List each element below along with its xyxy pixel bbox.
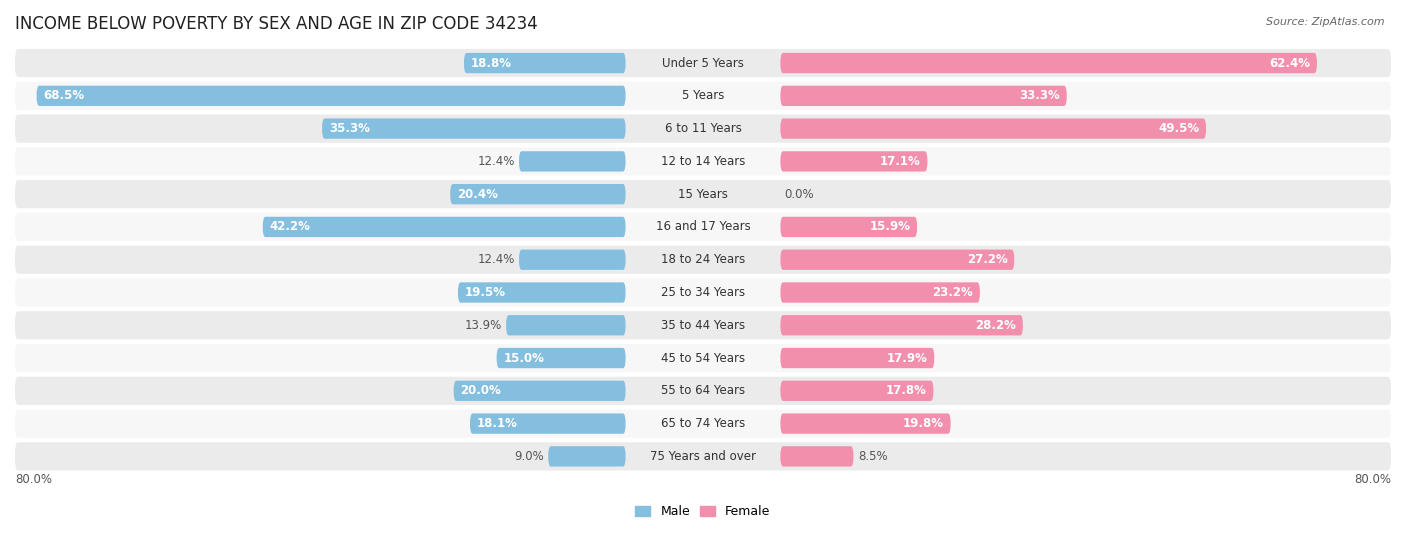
Text: 65 to 74 Years: 65 to 74 Years — [661, 417, 745, 430]
FancyBboxPatch shape — [454, 381, 626, 401]
Text: 12.4%: 12.4% — [477, 155, 515, 168]
FancyBboxPatch shape — [780, 53, 1317, 73]
FancyBboxPatch shape — [15, 82, 1391, 110]
FancyBboxPatch shape — [15, 442, 1391, 471]
Text: 35 to 44 Years: 35 to 44 Years — [661, 319, 745, 332]
FancyBboxPatch shape — [15, 278, 1391, 306]
Text: 17.8%: 17.8% — [886, 385, 927, 397]
Text: 15 Years: 15 Years — [678, 188, 728, 201]
Text: INCOME BELOW POVERTY BY SEX AND AGE IN ZIP CODE 34234: INCOME BELOW POVERTY BY SEX AND AGE IN Z… — [15, 15, 538, 33]
FancyBboxPatch shape — [15, 115, 1391, 143]
FancyBboxPatch shape — [519, 249, 626, 270]
Text: 17.1%: 17.1% — [880, 155, 921, 168]
Text: 18.1%: 18.1% — [477, 417, 517, 430]
FancyBboxPatch shape — [780, 249, 1014, 270]
FancyBboxPatch shape — [780, 381, 934, 401]
FancyBboxPatch shape — [458, 282, 626, 302]
FancyBboxPatch shape — [780, 217, 917, 237]
Text: 80.0%: 80.0% — [15, 473, 52, 486]
Text: Under 5 Years: Under 5 Years — [662, 56, 744, 69]
Text: 12.4%: 12.4% — [477, 253, 515, 266]
FancyBboxPatch shape — [322, 119, 626, 139]
FancyBboxPatch shape — [15, 213, 1391, 241]
FancyBboxPatch shape — [506, 315, 626, 335]
FancyBboxPatch shape — [15, 245, 1391, 274]
FancyBboxPatch shape — [496, 348, 626, 368]
Text: 9.0%: 9.0% — [515, 450, 544, 463]
FancyBboxPatch shape — [450, 184, 626, 205]
Text: 45 to 54 Years: 45 to 54 Years — [661, 352, 745, 364]
Text: 28.2%: 28.2% — [976, 319, 1017, 332]
Text: Source: ZipAtlas.com: Source: ZipAtlas.com — [1267, 17, 1385, 27]
FancyBboxPatch shape — [780, 315, 1024, 335]
Text: 19.5%: 19.5% — [465, 286, 506, 299]
FancyBboxPatch shape — [780, 282, 980, 302]
Text: 18 to 24 Years: 18 to 24 Years — [661, 253, 745, 266]
Text: 27.2%: 27.2% — [967, 253, 1008, 266]
FancyBboxPatch shape — [470, 414, 626, 434]
Text: 12 to 14 Years: 12 to 14 Years — [661, 155, 745, 168]
Text: 42.2%: 42.2% — [270, 220, 311, 234]
Text: 5 Years: 5 Years — [682, 89, 724, 102]
FancyBboxPatch shape — [519, 151, 626, 172]
Text: 0.0%: 0.0% — [785, 188, 814, 201]
FancyBboxPatch shape — [780, 414, 950, 434]
Text: 33.3%: 33.3% — [1019, 89, 1060, 102]
FancyBboxPatch shape — [37, 86, 626, 106]
Text: 19.8%: 19.8% — [903, 417, 943, 430]
Text: 20.4%: 20.4% — [457, 188, 498, 201]
Text: 23.2%: 23.2% — [932, 286, 973, 299]
Text: 75 Years and over: 75 Years and over — [650, 450, 756, 463]
Text: 80.0%: 80.0% — [1354, 473, 1391, 486]
FancyBboxPatch shape — [263, 217, 626, 237]
Text: 62.4%: 62.4% — [1270, 56, 1310, 69]
Text: 15.9%: 15.9% — [869, 220, 910, 234]
Legend: Male, Female: Male, Female — [630, 500, 776, 523]
FancyBboxPatch shape — [15, 147, 1391, 176]
FancyBboxPatch shape — [15, 344, 1391, 372]
FancyBboxPatch shape — [548, 446, 626, 467]
FancyBboxPatch shape — [780, 119, 1206, 139]
Text: 18.8%: 18.8% — [471, 56, 512, 69]
Text: 35.3%: 35.3% — [329, 122, 370, 135]
Text: 55 to 64 Years: 55 to 64 Years — [661, 385, 745, 397]
Text: 8.5%: 8.5% — [858, 450, 887, 463]
Text: 16 and 17 Years: 16 and 17 Years — [655, 220, 751, 234]
Text: 25 to 34 Years: 25 to 34 Years — [661, 286, 745, 299]
Text: 68.5%: 68.5% — [44, 89, 84, 102]
FancyBboxPatch shape — [464, 53, 626, 73]
FancyBboxPatch shape — [780, 86, 1067, 106]
FancyBboxPatch shape — [15, 49, 1391, 77]
Text: 49.5%: 49.5% — [1159, 122, 1199, 135]
FancyBboxPatch shape — [15, 180, 1391, 209]
FancyBboxPatch shape — [780, 348, 935, 368]
FancyBboxPatch shape — [780, 151, 928, 172]
Text: 17.9%: 17.9% — [887, 352, 928, 364]
FancyBboxPatch shape — [15, 311, 1391, 339]
Text: 20.0%: 20.0% — [461, 385, 502, 397]
Text: 6 to 11 Years: 6 to 11 Years — [665, 122, 741, 135]
FancyBboxPatch shape — [780, 446, 853, 467]
FancyBboxPatch shape — [15, 410, 1391, 438]
Text: 15.0%: 15.0% — [503, 352, 544, 364]
Text: 13.9%: 13.9% — [464, 319, 502, 332]
FancyBboxPatch shape — [15, 377, 1391, 405]
